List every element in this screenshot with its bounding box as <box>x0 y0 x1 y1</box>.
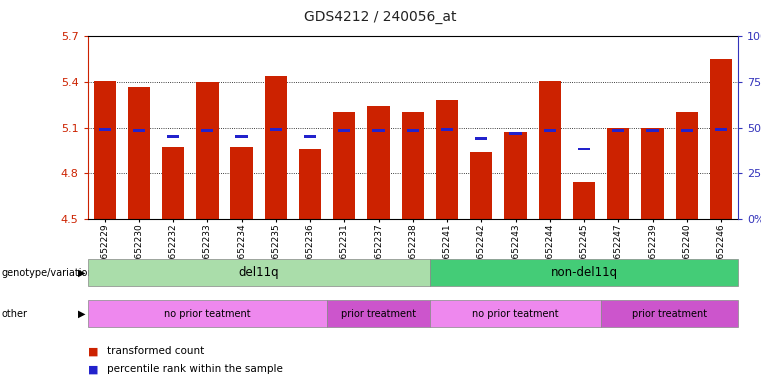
Bar <box>98 128 111 131</box>
Text: no prior teatment: no prior teatment <box>164 309 250 319</box>
Bar <box>235 136 248 138</box>
Bar <box>680 129 693 132</box>
Bar <box>132 129 145 132</box>
Bar <box>436 100 458 219</box>
Bar <box>196 82 218 219</box>
Bar <box>265 76 287 219</box>
Bar <box>676 113 698 219</box>
Bar <box>201 129 214 132</box>
Text: del11q: del11q <box>238 266 279 279</box>
Bar <box>333 113 355 219</box>
Bar <box>715 128 728 131</box>
Bar <box>543 129 556 132</box>
Text: prior treatment: prior treatment <box>341 309 416 319</box>
Text: prior treatment: prior treatment <box>632 309 707 319</box>
Bar <box>167 136 180 138</box>
Bar <box>368 106 390 219</box>
Bar <box>573 182 595 219</box>
Bar <box>642 128 664 219</box>
Bar <box>441 128 454 131</box>
Text: no prior teatment: no prior teatment <box>473 309 559 319</box>
Text: ▶: ▶ <box>78 309 86 319</box>
Bar <box>231 147 253 219</box>
Bar <box>612 129 625 132</box>
Bar <box>128 87 150 219</box>
Text: genotype/variation: genotype/variation <box>2 268 94 278</box>
Text: GDS4212 / 240056_at: GDS4212 / 240056_at <box>304 10 457 23</box>
Bar <box>299 149 321 219</box>
Bar <box>607 128 629 219</box>
Bar <box>269 128 282 131</box>
Bar <box>578 147 591 150</box>
Text: transformed count: transformed count <box>107 346 204 356</box>
Bar <box>406 129 419 132</box>
Bar <box>470 152 492 219</box>
Text: ■: ■ <box>88 364 98 374</box>
Text: ■: ■ <box>88 346 98 356</box>
Bar <box>304 136 317 138</box>
Bar <box>94 81 116 219</box>
Text: percentile rank within the sample: percentile rank within the sample <box>107 364 282 374</box>
Bar <box>475 137 488 140</box>
Bar <box>338 129 351 132</box>
Text: non-del11q: non-del11q <box>550 266 618 279</box>
Bar <box>162 147 184 219</box>
Text: ▶: ▶ <box>78 268 86 278</box>
Text: other: other <box>2 309 27 319</box>
Bar <box>646 129 659 132</box>
Bar <box>505 132 527 219</box>
Bar <box>509 132 522 135</box>
Bar <box>372 129 385 132</box>
Bar <box>710 59 732 219</box>
Bar <box>539 81 561 219</box>
Bar <box>402 113 424 219</box>
